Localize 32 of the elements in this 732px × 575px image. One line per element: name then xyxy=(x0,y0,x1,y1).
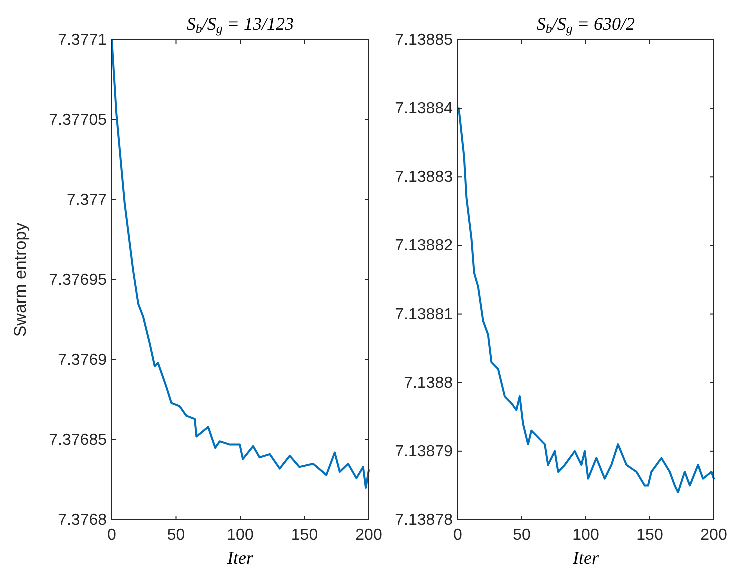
y-tick-label: 7.37685 xyxy=(49,432,108,449)
y-tick-label: 7.3768 xyxy=(58,512,108,529)
x-tick-label: 100 xyxy=(227,527,254,544)
y-tick-label: 7.13883 xyxy=(395,169,454,186)
y-axis-title: Swarm entropy xyxy=(11,222,30,338)
y-tick-label: 7.13884 xyxy=(395,100,454,118)
y-tick-label: 7.13881 xyxy=(395,306,454,324)
x-tick-label: 150 xyxy=(291,527,318,544)
y-tick-label: 7.1388 xyxy=(404,374,454,392)
y-tick-label: 7.3771 xyxy=(58,32,108,49)
y-tick-label: 7.13882 xyxy=(395,238,454,255)
y-tick-label: 7.37695 xyxy=(49,272,108,289)
x-tick-label: 50 xyxy=(167,527,186,544)
y-tick-label: 7.13885 xyxy=(395,32,454,49)
y-tick-label: 7.13879 xyxy=(395,443,454,460)
x-tick-label: 200 xyxy=(356,527,382,544)
x-axis-title: Iter xyxy=(572,548,600,568)
x-tick-label: 200 xyxy=(700,527,728,544)
y-tick-label: 7.3769 xyxy=(58,352,108,369)
line-series xyxy=(111,39,370,489)
y-tick-label: 7.13878 xyxy=(395,512,454,529)
x-tick-label: 0 xyxy=(108,527,117,544)
y-tick-label: 7.37705 xyxy=(49,112,108,129)
x-axis-title: Iter xyxy=(226,548,254,568)
line-series xyxy=(458,108,715,494)
chart-title: S$_{b}$/S$_{g}$ = 630/2 xyxy=(536,14,636,36)
x-tick-label: 50 xyxy=(513,527,531,544)
x-tick-label: 100 xyxy=(572,527,600,544)
x-tick-label: 150 xyxy=(636,527,664,544)
chart-title: S$_{b}$/S$_{g}$ = 13/123 xyxy=(186,14,294,36)
x-tick-label: 0 xyxy=(454,527,463,544)
y-tick-label: 7.377 xyxy=(66,192,108,209)
